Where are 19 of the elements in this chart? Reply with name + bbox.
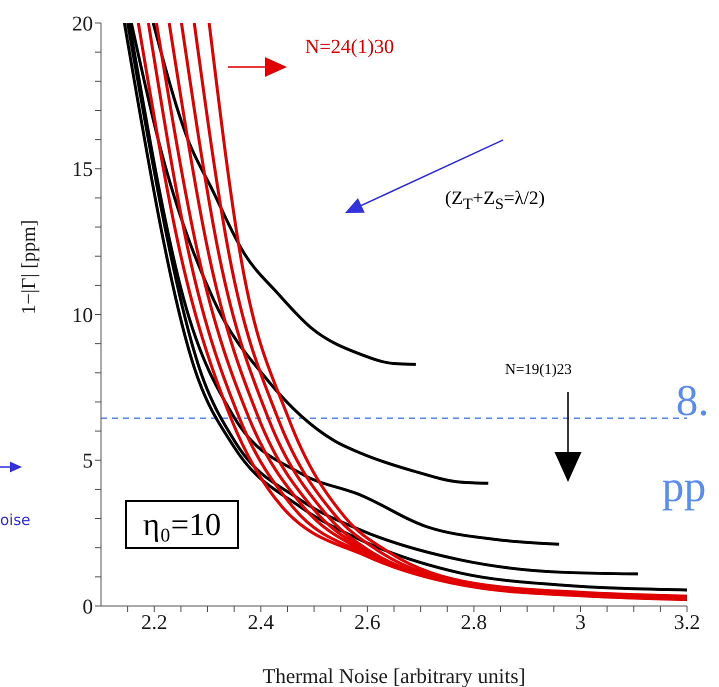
annotation: N=19(1)23 bbox=[505, 362, 572, 380]
annotation: N=24(1)30 bbox=[305, 36, 394, 59]
annotation: η₀=10 bbox=[125, 500, 239, 549]
x-tick-label: 2.4 bbox=[248, 610, 274, 634]
x-tick-label: 3.2 bbox=[674, 610, 700, 634]
y-tick-label: 15 bbox=[72, 157, 93, 182]
annotation: 8. bbox=[676, 376, 709, 427]
y-tick-label: 20 bbox=[72, 11, 93, 36]
text: oise bbox=[0, 511, 30, 530]
y-tick-label: 0 bbox=[82, 594, 93, 618]
y-axis-title: 1−|Γ| [ppm] bbox=[18, 220, 40, 314]
y-tick-label: 5 bbox=[82, 448, 93, 473]
y-tick-label: 10 bbox=[72, 302, 93, 327]
x-tick-label: 2.8 bbox=[460, 610, 488, 634]
annotation: pp bbox=[662, 462, 706, 513]
annotation: (Z$_{T}$+Z$_{S}$=λ/2) bbox=[445, 188, 545, 214]
x-tick-label: 2.6 bbox=[354, 610, 380, 634]
x-tick-label: 2.2 bbox=[141, 610, 168, 634]
x-tick-label: 3 bbox=[575, 610, 586, 634]
